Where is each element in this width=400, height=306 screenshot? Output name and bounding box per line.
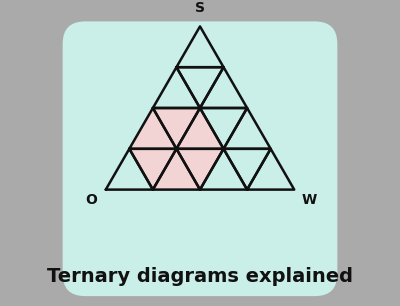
Polygon shape: [129, 108, 224, 190]
Text: W: W: [301, 192, 316, 207]
Text: S: S: [195, 1, 205, 15]
Text: Ternary diagrams explained: Ternary diagrams explained: [47, 267, 353, 286]
FancyBboxPatch shape: [62, 21, 338, 297]
Text: O: O: [85, 192, 97, 207]
